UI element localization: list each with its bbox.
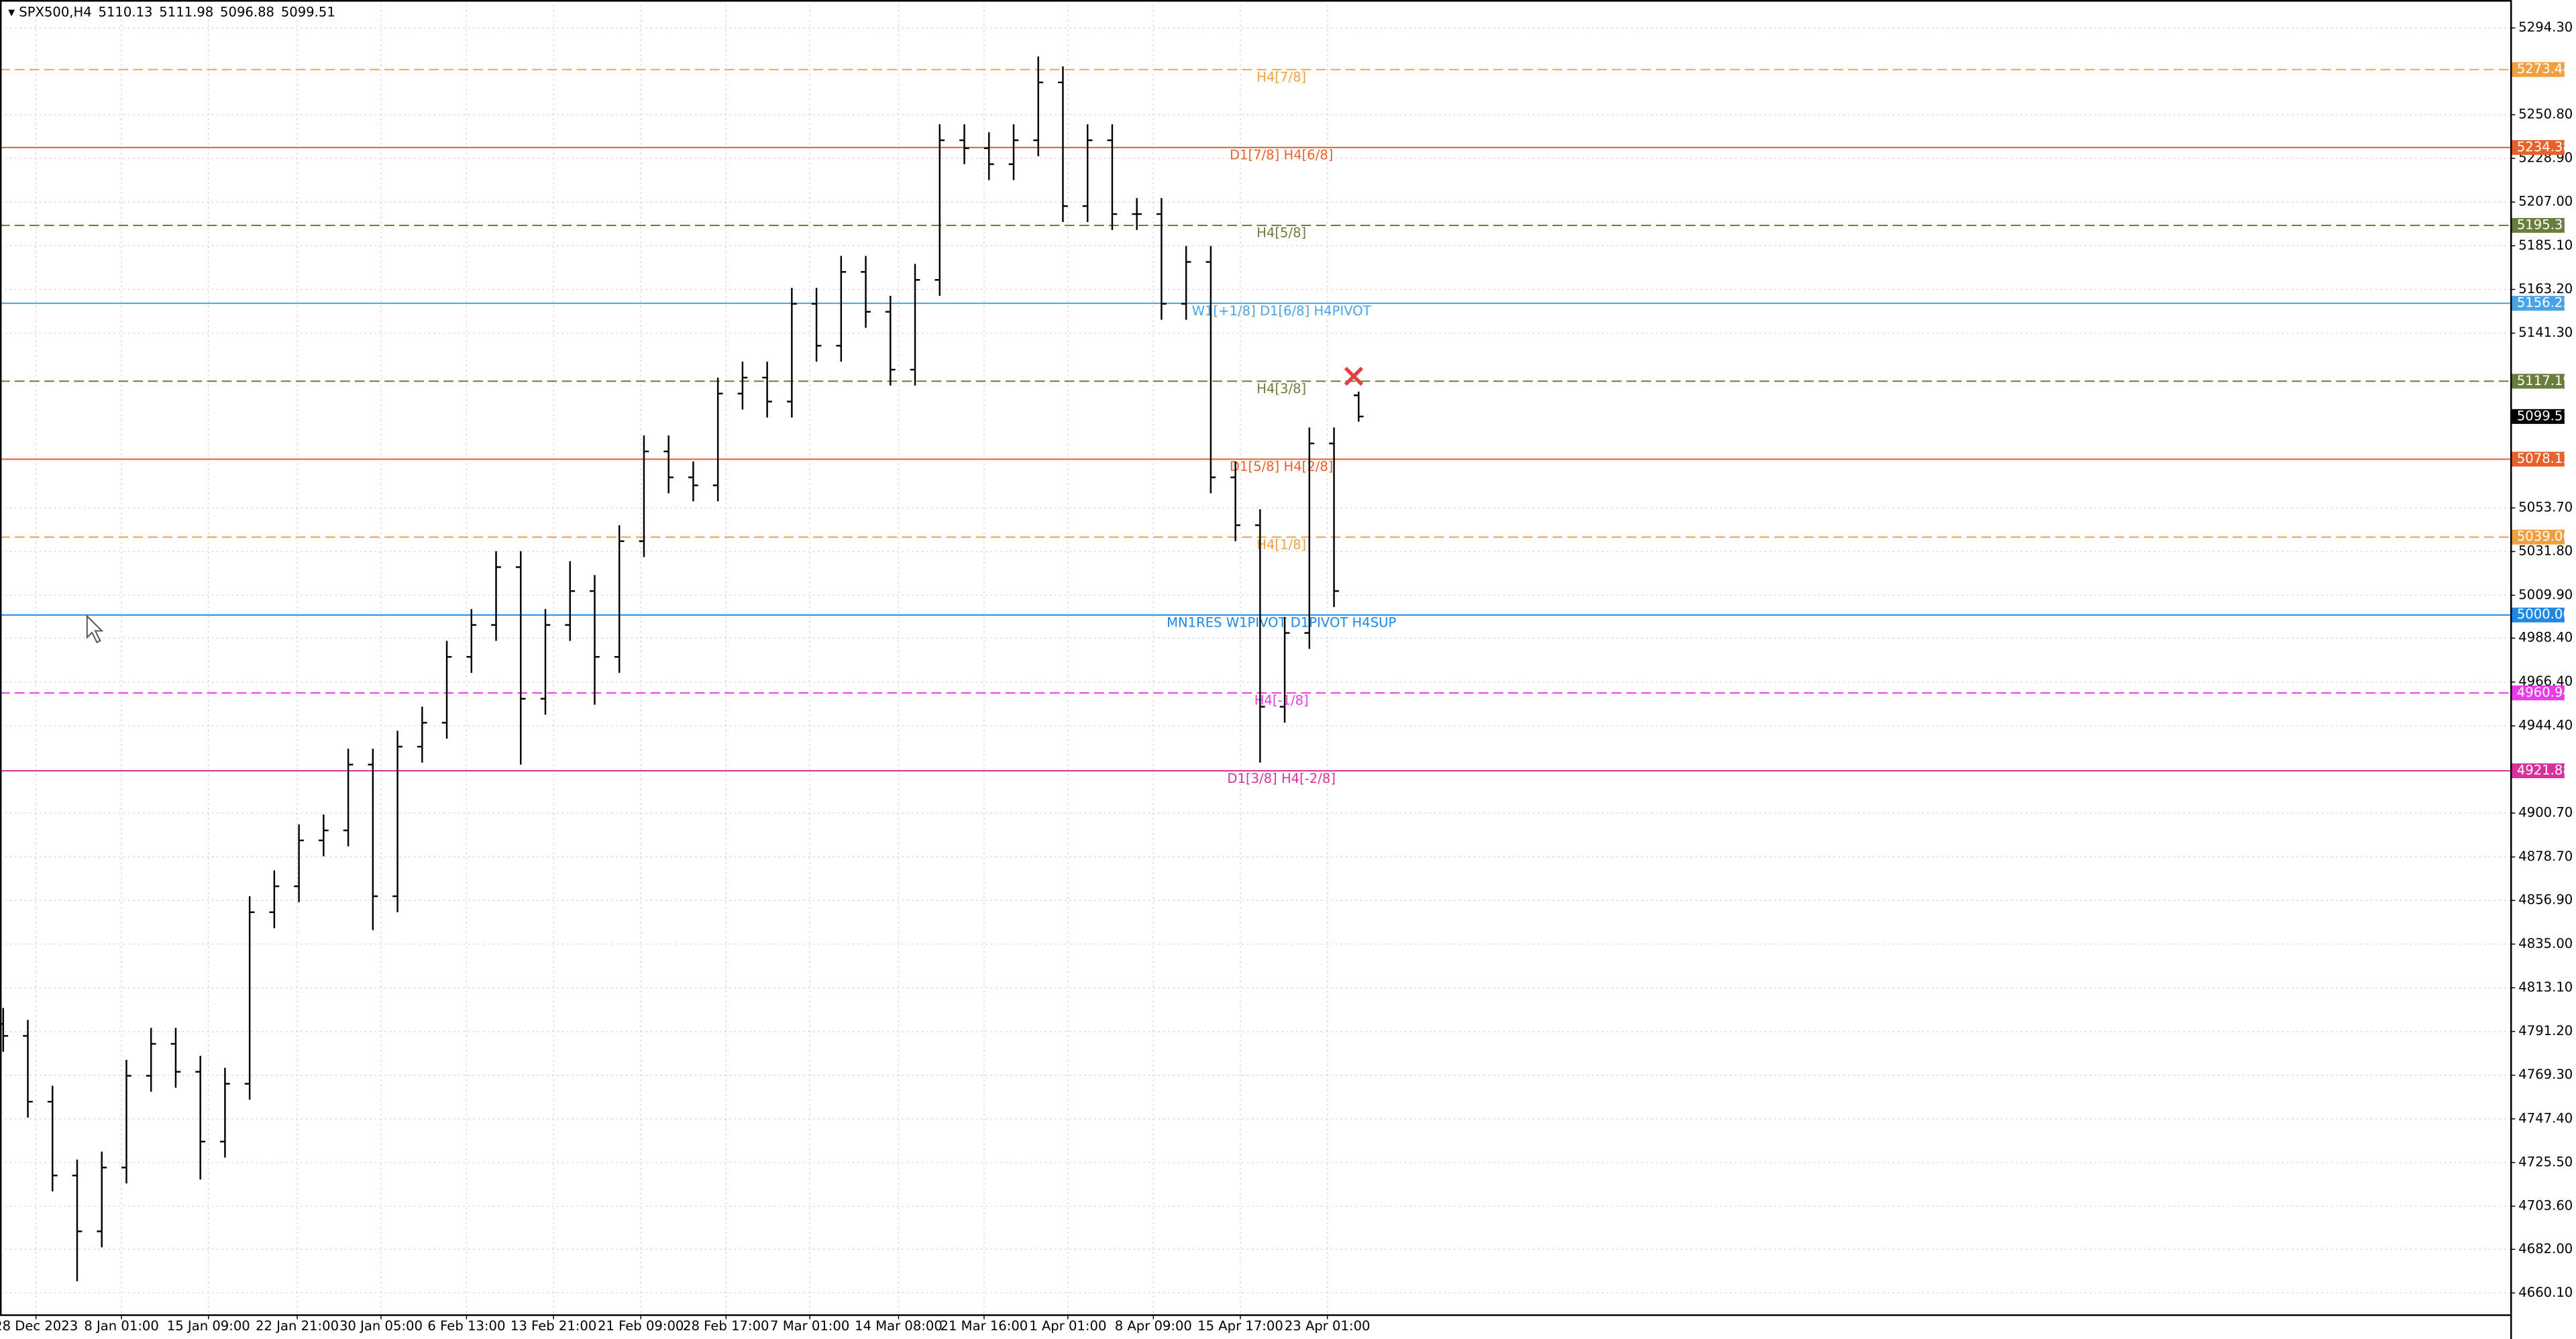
price-tag <box>2512 451 2565 467</box>
price-tag-label: 5195.31 <box>2517 217 2571 233</box>
y-tick-label: 5009.90 <box>2518 587 2573 602</box>
x-tick-label: 15 Jan 09:00 <box>167 1318 250 1334</box>
y-tick-label: 5294.30 <box>2518 19 2573 35</box>
y-tick-label: 5185.10 <box>2518 237 2573 253</box>
price-tag <box>2512 529 2565 545</box>
level-label: D1[7/8] H4[6/8] <box>1230 148 1334 163</box>
price-tag-label: 5000.00 <box>2517 606 2571 622</box>
levels-layer: H4[7/8] D1[7/8] H4[6/8] H4[5/8] W1[+1/8] D1… <box>0 68 2511 786</box>
header-high: 5111.98 <box>159 4 213 19</box>
y-tick-label: 5207.00 <box>2518 194 2573 209</box>
bars-layer <box>0 56 1364 1281</box>
x-tick-label: 22 Jan 21:00 <box>256 1318 339 1334</box>
price-tag <box>2512 607 2565 623</box>
price-tag <box>2512 296 2565 311</box>
y-tick-label: 5053.70 <box>2518 500 2573 515</box>
y-tick-label: 5163.20 <box>2518 281 2573 297</box>
current-price-label: 5099.51 <box>2517 408 2571 423</box>
y-tick-label: 5250.80 <box>2518 107 2573 122</box>
x-tick-label: 23 Apr 01:00 <box>1285 1318 1371 1334</box>
level-label: D1[3/8] H4[-2/8] <box>1227 771 1336 786</box>
level-label: W1[+1/8] D1[6/8] H4PIVOT <box>1192 303 1372 319</box>
header-close: 5099.51 <box>281 4 335 19</box>
price-tag-label: 5078.12 <box>2517 451 2571 466</box>
y-tick-label: 4878.70 <box>2518 849 2573 864</box>
level-label: H4[1/8] <box>1256 537 1306 552</box>
price-tag-label: 5234.38 <box>2517 139 2571 154</box>
price-tag <box>2512 140 2565 155</box>
price-tag <box>2512 62 2565 77</box>
y-tick-label: 4835.00 <box>2518 936 2573 951</box>
y-tick-label: 5141.30 <box>2518 325 2573 340</box>
level-label: H4[3/8] <box>1256 381 1306 396</box>
y-tick-label: 4900.70 <box>2518 805 2573 820</box>
y-tick-label: 4747.40 <box>2518 1110 2573 1126</box>
price-tag-label: 4921.88 <box>2517 763 2571 778</box>
x-tick-label: 21 Mar 16:00 <box>941 1318 1028 1334</box>
price-tag-label: 5273.44 <box>2517 61 2571 76</box>
x-tick-label: 14 Mar 08:00 <box>855 1318 943 1334</box>
x-tick-label: 15 Apr 17:00 <box>1197 1318 1283 1334</box>
y-tick-label: 4703.60 <box>2518 1198 2573 1214</box>
price-tag <box>2512 763 2565 779</box>
y-tick-label: 4791.20 <box>2518 1023 2573 1038</box>
x-tick-label: 1 Apr 01:00 <box>1029 1318 1106 1334</box>
x-tick-label: 13 Feb 21:00 <box>511 1318 596 1334</box>
chart-header: ▾ SPX500,H4 5110.13 5111.98 5096.88 5099.51 <box>8 4 335 19</box>
x-tick-label: 8 Apr 09:00 <box>1115 1318 1192 1334</box>
header-arrow: ▾ <box>8 4 19 19</box>
x-tick-label: 7 Mar 01:00 <box>770 1318 849 1334</box>
price-tag-label: 4960.94 <box>2517 684 2571 700</box>
price-tag <box>2512 685 2565 700</box>
price-tag-label: 5039.06 <box>2517 529 2571 544</box>
y-tick-label: 4856.90 <box>2518 892 2573 908</box>
y-tick-label: 5031.80 <box>2518 543 2573 559</box>
y-tick-label: 4725.50 <box>2518 1154 2573 1169</box>
x-tick-label: 30 Jan 05:00 <box>339 1318 423 1334</box>
level-label: MN1RES W1PIVOT D1PIVOT H4SUP <box>1167 614 1396 630</box>
y-tick-label: 4988.40 <box>2518 630 2573 645</box>
y-tick-label: 4944.40 <box>2518 718 2573 733</box>
y-tick-label: 4966.40 <box>2518 674 2573 689</box>
header-low: 5096.88 <box>220 4 274 19</box>
price-tag-label: 5156.25 <box>2517 295 2571 311</box>
marker-stroke <box>1344 366 1364 386</box>
level-label: H4[5/8] <box>1256 225 1306 241</box>
current-price-tag <box>2512 409 2565 424</box>
grid-layer <box>0 0 2511 1315</box>
x-tick-label: 21 Feb 09:00 <box>598 1318 684 1334</box>
y-tick-label: 4682.00 <box>2518 1241 2573 1256</box>
cross-marker <box>1344 366 1364 386</box>
y-tick-label: 4769.30 <box>2518 1067 2573 1082</box>
price-tag-label: 5117.19 <box>2517 373 2571 388</box>
level-label: H4[7/8] <box>1256 69 1306 85</box>
x-tick-label: 6 Feb 13:00 <box>427 1318 505 1334</box>
mouse-cursor <box>86 614 104 643</box>
y-tick-label: 4660.10 <box>2518 1285 2573 1300</box>
price-tag <box>2512 374 2565 389</box>
level-label: D1[5/8] H4[2/8] <box>1230 459 1334 474</box>
level-label: H4[-1/8] <box>1254 693 1309 708</box>
x-tick-label: 28 Dec 2023 <box>0 1318 78 1334</box>
x-tick-label: 8 Jan 01:00 <box>84 1318 159 1334</box>
symbol: SPX500,H4 <box>19 4 91 19</box>
price-tag <box>2512 217 2565 233</box>
x-tick-label: 28 Feb 17:00 <box>683 1318 769 1334</box>
y-tick-label: 4813.10 <box>2518 979 2573 995</box>
header-open: 5110.13 <box>99 4 153 19</box>
